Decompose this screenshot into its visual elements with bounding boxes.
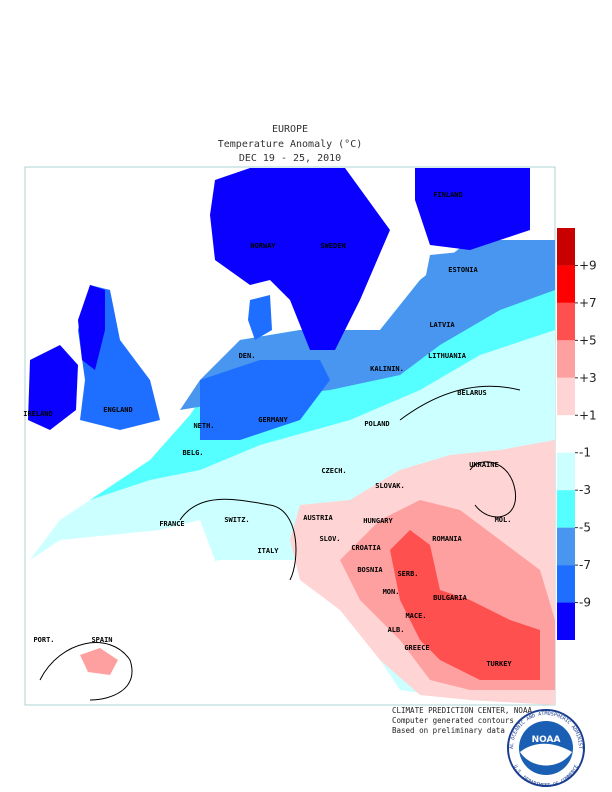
colorbar-label: +7 <box>579 296 597 310</box>
country-label: ROMANIA <box>432 535 462 543</box>
country-label: FINLAND <box>433 191 463 199</box>
country-label: TURKEY <box>486 660 512 668</box>
country-label: BELG. <box>182 449 203 457</box>
subtitle: Temperature Anomaly (°C) <box>218 139 363 150</box>
country-label: BOSNIA <box>357 566 383 574</box>
country-label: LATVIA <box>429 321 455 329</box>
country-label: UKRAINE <box>469 461 499 469</box>
colorbar-label: -3 <box>579 483 591 497</box>
colorbar-band <box>557 302 575 341</box>
country-label: CROATIA <box>351 544 381 552</box>
colorbar-band <box>557 228 575 266</box>
colorbar-label: +3 <box>579 371 597 385</box>
country-label: SERB. <box>397 570 418 578</box>
date: DEC 19 - 25, 2010 <box>239 153 341 164</box>
country-label: ITALY <box>257 547 279 555</box>
country-label: GREECE <box>404 644 429 652</box>
country-label: PORT. <box>33 636 54 644</box>
footer-line: Based on preliminary data <box>392 726 505 735</box>
colorbar-band <box>557 265 575 303</box>
country-label: HUNGARY <box>363 517 393 525</box>
footer-line: CLIMATE PREDICTION CENTER, NOAA <box>392 706 532 715</box>
map <box>24 166 556 706</box>
country-label: ENGLAND <box>103 406 133 414</box>
country-label: MOL. <box>495 516 512 524</box>
country-label: IRELAND <box>23 410 53 418</box>
colorbar-label: -1 <box>579 446 591 460</box>
country-label: FRANCE <box>159 520 184 528</box>
colorbar-band <box>557 527 575 566</box>
country-label: DEN. <box>239 352 256 360</box>
colorbar-label: -7 <box>579 558 591 572</box>
colorbar-label: +1 <box>579 408 597 422</box>
colorbar-band <box>557 377 575 416</box>
country-label: MON. <box>383 588 400 596</box>
colorbar-band <box>557 415 575 453</box>
colorbar-band <box>557 565 575 603</box>
country-label: SLOVAK. <box>375 482 405 490</box>
colorbar-label: -5 <box>579 521 591 535</box>
colorbar-label: -9 <box>579 596 591 610</box>
logo-name: NOAA <box>532 735 561 745</box>
country-label: KALININ. <box>370 365 404 373</box>
country-label: NORWAY <box>250 242 276 250</box>
footer-line: Computer generated contours <box>392 716 514 725</box>
colorbar-band <box>557 452 575 491</box>
country-label: LITHUANIA <box>428 352 467 360</box>
country-label: SLOV. <box>319 535 340 543</box>
country-label: SWITZ. <box>224 516 249 524</box>
country-label: BELARUS <box>457 389 487 397</box>
colorbar-label: +5 <box>579 333 597 347</box>
country-label: BULGARIA <box>433 594 468 602</box>
country-label: POLAND <box>364 420 389 428</box>
country-label: CZECH. <box>321 467 346 475</box>
country-label: ESTONIA <box>448 266 478 274</box>
colorbar-label: +9 <box>579 258 597 272</box>
country-labels: NORWAY SWEDEN FINLAND ESTONIA LATVIA LIT… <box>23 191 512 668</box>
country-label: AUSTRIA <box>303 514 333 522</box>
colorbar-band <box>557 340 575 378</box>
country-label: SPAIN <box>91 636 112 644</box>
colorbar-band <box>557 602 575 640</box>
country-label: GERMANY <box>258 416 288 424</box>
title: EUROPE <box>272 124 308 135</box>
country-label: MACE. <box>405 612 426 620</box>
colorbar-band <box>557 490 575 528</box>
country-label: NETH. <box>193 422 214 430</box>
country-label: ALB. <box>388 626 405 634</box>
colorbar: +9 +7 +5 +3 +1 -1 -3 -5 -7 -9 <box>557 228 597 640</box>
country-label: SWEDEN <box>320 242 345 250</box>
